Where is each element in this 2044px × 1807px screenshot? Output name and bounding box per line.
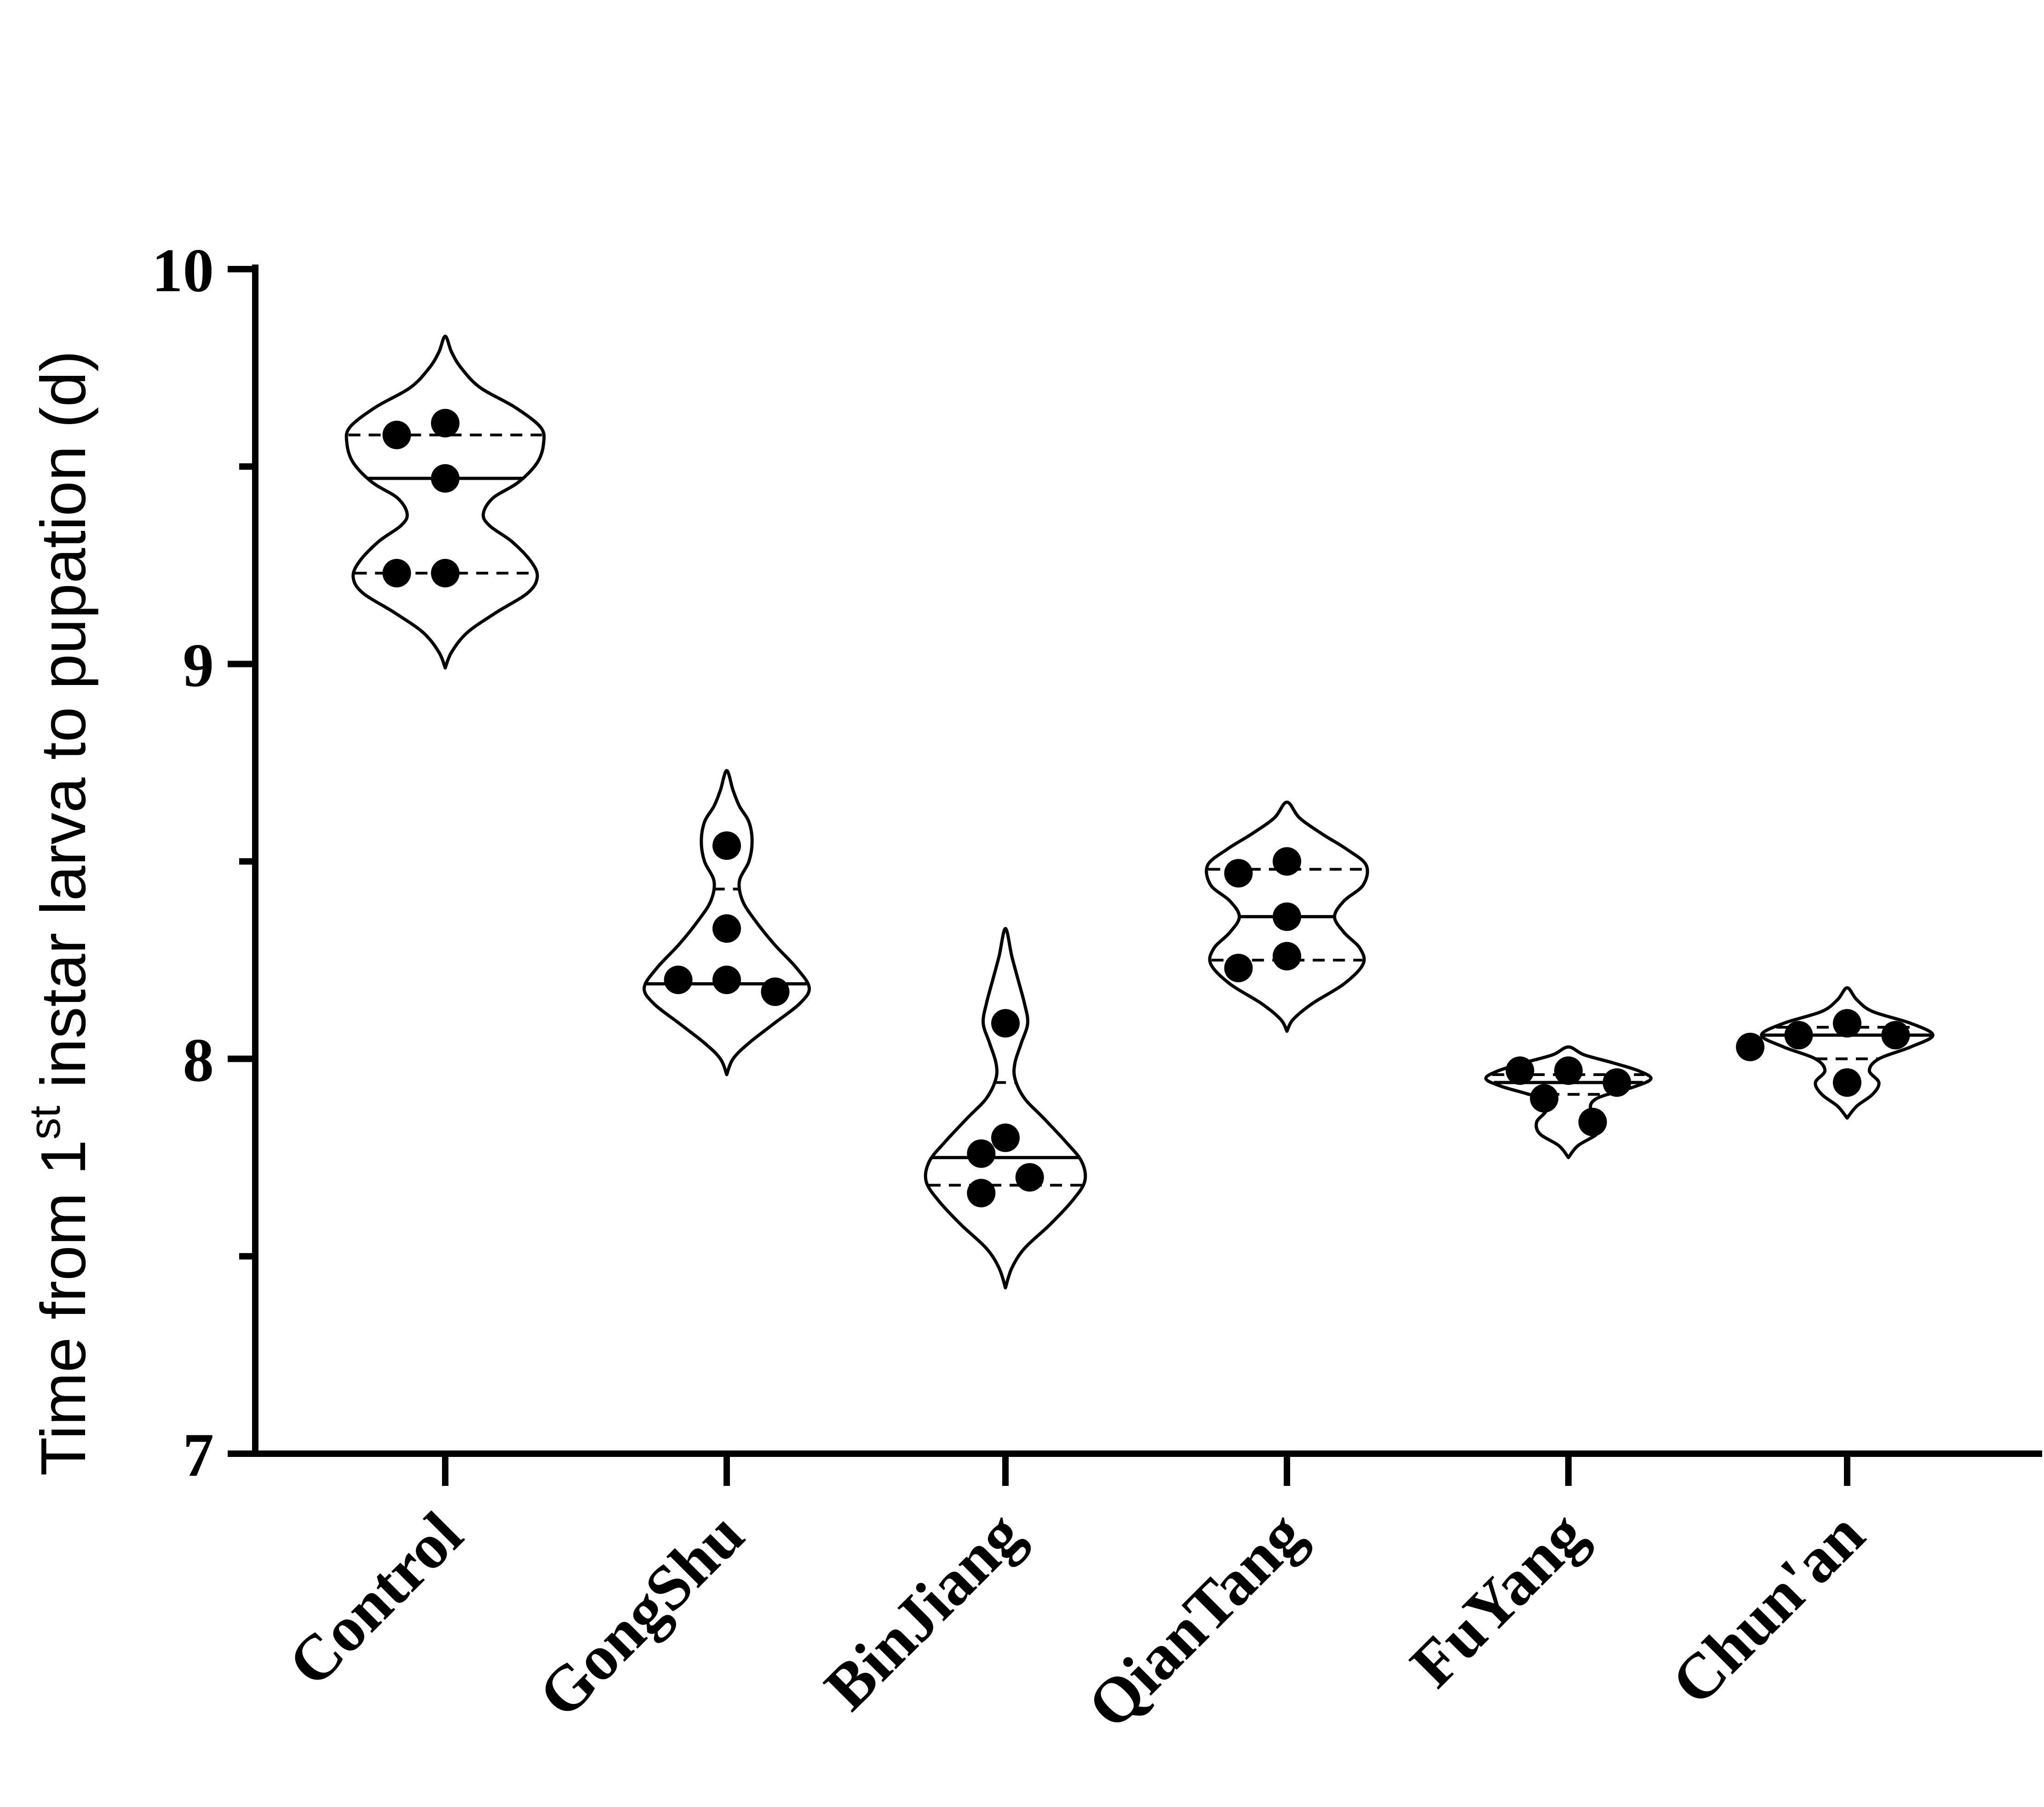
x-category-label: BinJiang xyxy=(811,1498,1036,1723)
data-point xyxy=(382,558,411,587)
data-point xyxy=(1554,1056,1583,1085)
data-point xyxy=(1602,1068,1631,1097)
data-point xyxy=(1273,847,1301,876)
data-point xyxy=(1273,902,1301,931)
data-point xyxy=(382,420,411,449)
data-point xyxy=(991,1123,1020,1152)
data-point xyxy=(1505,1056,1534,1085)
x-category-label: Chun'an xyxy=(1658,1498,1878,1718)
data-point xyxy=(431,409,459,437)
data-point xyxy=(1273,942,1301,971)
violin-group-2 xyxy=(924,927,1087,1289)
data-point xyxy=(712,914,741,943)
x-category-label: Control xyxy=(275,1498,476,1700)
violin-groups xyxy=(344,334,1935,1289)
data-point xyxy=(431,558,459,587)
y-tick-label: 8 xyxy=(183,1026,214,1095)
data-point xyxy=(1015,1163,1044,1192)
data-point xyxy=(1833,1068,1861,1097)
y-axis-title: Time from 1st instar larva to pupation (… xyxy=(21,351,99,1476)
data-point xyxy=(1224,859,1253,888)
data-point xyxy=(712,966,741,994)
y-axis-title-superscript: st xyxy=(21,1105,69,1139)
data-point xyxy=(1784,1021,1813,1050)
data-point xyxy=(1578,1108,1607,1136)
violin-outline xyxy=(643,769,811,1076)
data-point xyxy=(761,977,790,1006)
violin-group-4 xyxy=(1484,1045,1653,1159)
data-point xyxy=(712,831,741,860)
y-tick-label: 7 xyxy=(183,1421,214,1490)
data-point xyxy=(991,1009,1020,1038)
data-point xyxy=(1530,1084,1559,1113)
y-axis-title-main: Time from 1 xyxy=(28,1139,99,1476)
violin-outline xyxy=(344,334,546,670)
data-point xyxy=(664,966,693,994)
data-point xyxy=(967,1139,996,1168)
y-tick-label: 10 xyxy=(152,236,214,305)
violin-outline xyxy=(1205,800,1369,1033)
data-point xyxy=(1736,1032,1765,1061)
x-category-label: FuYang xyxy=(1397,1498,1599,1701)
violin-group-1 xyxy=(643,769,811,1076)
violin-outline xyxy=(1760,986,1935,1120)
data-point xyxy=(1833,1009,1861,1038)
data-point xyxy=(1224,954,1253,983)
axes: 7 8 9 10 Control GongShu BinJiang QianTang FuYan… xyxy=(152,236,2042,1742)
violin-group-0 xyxy=(344,334,546,670)
y-axis-label: Time from 1st instar larva to pupation (… xyxy=(21,351,99,1476)
violin-outline xyxy=(924,927,1087,1289)
x-category-label: QianTang xyxy=(1074,1498,1318,1742)
y-axis-title-rest: instar larva to pupation (d) xyxy=(28,351,99,1106)
data-point xyxy=(431,464,459,493)
data-point xyxy=(967,1179,996,1208)
y-tick-label: 9 xyxy=(183,631,214,700)
violin-group-3 xyxy=(1205,800,1369,1033)
x-category-label: GongShu xyxy=(525,1498,758,1731)
violin-group-5 xyxy=(1736,986,1935,1120)
data-point xyxy=(1881,1021,1910,1050)
